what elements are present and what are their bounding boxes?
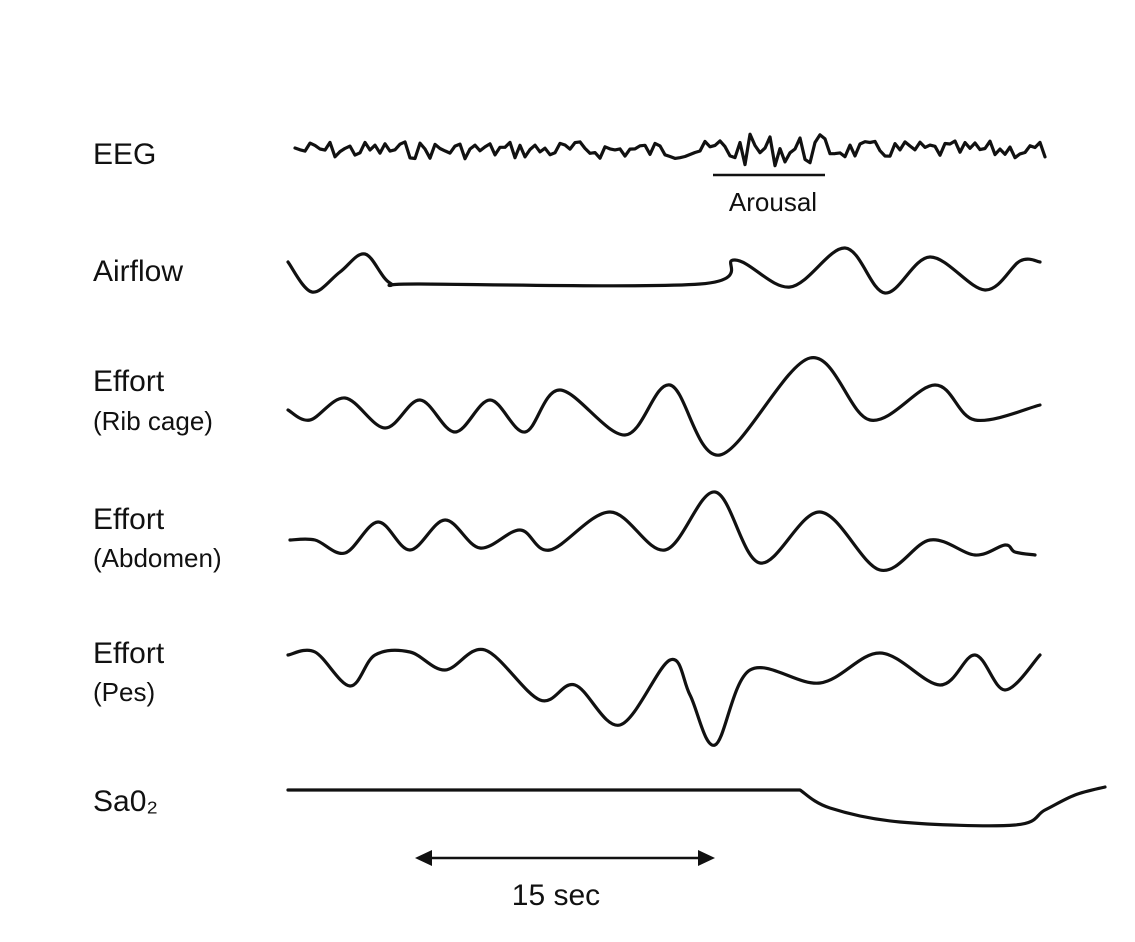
trace-sublabel: (Pes) — [93, 677, 155, 707]
trace-label: Effort — [93, 365, 165, 398]
trace-label: Airflow — [93, 255, 183, 288]
sao2-trace — [286, 785, 1107, 828]
arousal-label: Arousal — [729, 187, 817, 217]
airflow-trace — [286, 246, 1042, 295]
trace-label: Sa0₂ — [93, 785, 158, 818]
abdomen-trace — [288, 490, 1037, 572]
trace-sublabel: (Abdomen) — [93, 543, 222, 573]
trace-sublabel: (Rib cage) — [93, 406, 213, 436]
eeg-trace — [293, 132, 1047, 168]
scale-label: 15 sec — [512, 879, 600, 912]
trace-label: EEG — [93, 138, 156, 171]
pes-trace — [286, 647, 1042, 747]
ribcage-trace — [286, 356, 1042, 457]
trace-label: Effort — [93, 637, 165, 670]
trace-label: Effort — [93, 503, 165, 536]
